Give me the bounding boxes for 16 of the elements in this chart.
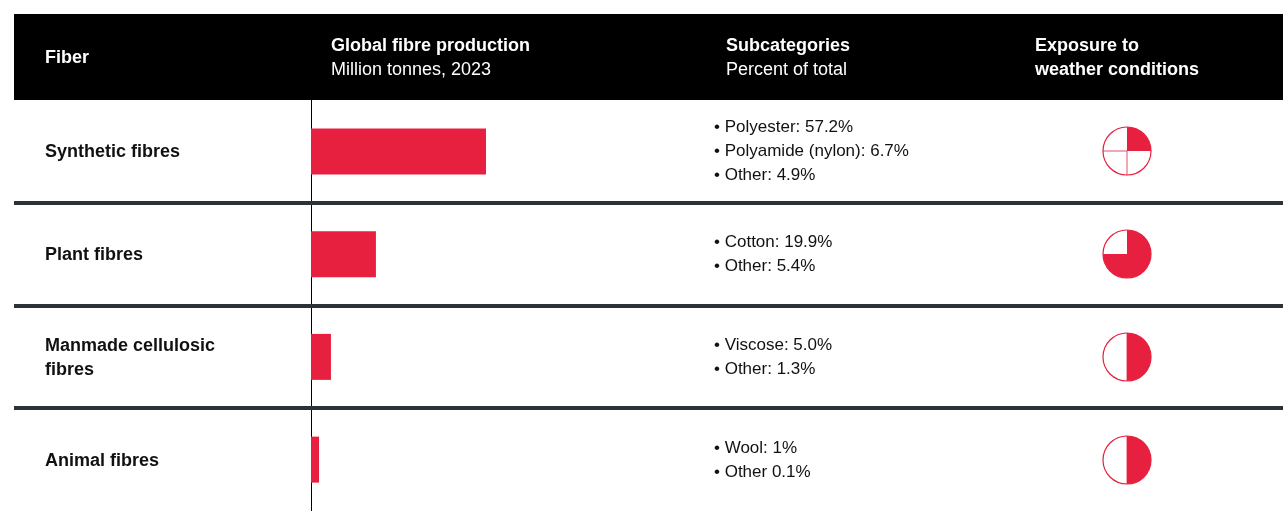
bar bbox=[311, 231, 376, 278]
text: • Polyester: 57.2% • Polyamide (nylon): 6.7% • Other: 4.9% bbox=[714, 116, 909, 187]
x-axis-title: Global fibre production Million tonnes, 2023 bbox=[331, 35, 530, 79]
y-tick-label: Manmade cellulosic fibres bbox=[45, 334, 221, 379]
text: Exposure to weather conditions bbox=[1035, 35, 1200, 79]
y-tick-label: Animal fibres bbox=[45, 449, 160, 470]
y-tick-label: Synthetic fibres bbox=[45, 141, 181, 162]
text: • Viscose: 5.0% • Other: 1.3% bbox=[714, 333, 833, 380]
bar bbox=[311, 128, 486, 175]
y-axis-title: Fiber bbox=[45, 47, 90, 67]
bar bbox=[311, 436, 320, 483]
bar bbox=[311, 333, 331, 380]
text: • Cotton: 19.9% • Other: 5.4% bbox=[714, 231, 833, 278]
y-tick-label: Plant fibres bbox=[45, 244, 144, 265]
text: • Wool: 1% • Other 0.1% bbox=[714, 436, 811, 483]
text: Subcategories Percent of total bbox=[726, 35, 851, 79]
